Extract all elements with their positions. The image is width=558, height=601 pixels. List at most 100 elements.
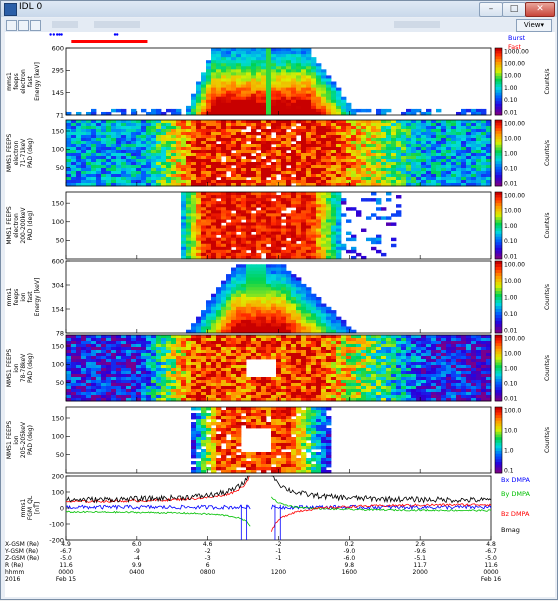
heatmap-cell [66, 353, 71, 356]
heatmap-cell [226, 78, 231, 81]
heatmap-cell [321, 123, 326, 126]
heatmap-cell [216, 313, 221, 317]
heatmap-cell [171, 392, 176, 395]
heatmap-cell [116, 335, 121, 338]
heatmap-cell [311, 120, 316, 123]
heatmap-cell [451, 138, 456, 141]
heatmap-cell [306, 386, 311, 389]
heatmap-cell [71, 353, 76, 356]
minimize-button[interactable]: – [479, 2, 503, 17]
heatmap-cell [126, 153, 131, 156]
heatmap-cell [221, 72, 226, 75]
heatmap-cell [441, 132, 446, 135]
heatmap-cell [86, 120, 91, 123]
heatmap-cell [261, 201, 266, 204]
heatmap-cell [106, 138, 111, 141]
heatmap-cell [151, 365, 156, 368]
heatmap-cell [106, 347, 111, 350]
heatmap-cell [241, 395, 246, 398]
heatmap-cell [131, 395, 136, 398]
heatmap-cell [281, 264, 286, 268]
heatmap-cell [276, 135, 281, 138]
heatmap-cell [106, 141, 111, 144]
heatmap-cell [151, 380, 156, 383]
close-button[interactable]: ✕ [525, 2, 555, 17]
heatmap-cell [191, 216, 196, 219]
heatmap-cell [96, 180, 101, 183]
heatmap-cell [271, 232, 276, 235]
heatmap-cell [311, 344, 316, 347]
heatmap-cell [426, 144, 431, 147]
heatmap-cell [211, 338, 216, 341]
heatmap-cell [311, 103, 316, 106]
heatmap-cell [81, 344, 86, 347]
heatmap-cell [296, 153, 301, 156]
heatmap-cell [246, 297, 251, 301]
heatmap-cell [221, 362, 226, 365]
heatmap-cell [221, 281, 226, 285]
heatmap-cell [296, 192, 301, 195]
heatmap-cell [286, 57, 291, 60]
heatmap-cell [221, 317, 226, 321]
y-axis-label: feeps [13, 73, 20, 89]
heatmap-cell [211, 192, 216, 195]
heatmap-cell [141, 156, 146, 159]
heatmap-cell [191, 235, 196, 238]
heatmap-cell [156, 150, 161, 153]
heatmap-cell [176, 153, 181, 156]
heatmap-cell [286, 383, 291, 386]
heatmap-cell [211, 244, 216, 247]
heatmap-cell [286, 235, 291, 238]
heatmap-cell [241, 222, 246, 225]
heatmap-cell [131, 177, 136, 180]
maximize-button[interactable]: □ [502, 2, 526, 17]
heatmap-cell [311, 383, 316, 386]
window-title: IDL 0 [19, 2, 42, 12]
heatmap-cell [121, 386, 126, 389]
heatmap-cell [296, 54, 301, 57]
save-icon[interactable] [18, 20, 29, 31]
heatmap-cell [361, 156, 366, 159]
heatmap-cell [306, 344, 311, 347]
heatmap-cell [386, 129, 391, 132]
heatmap-cell [291, 60, 296, 63]
heatmap-cell [246, 271, 251, 275]
heatmap-cell [261, 235, 266, 238]
heatmap-cell [131, 144, 136, 147]
heatmap-cell [346, 159, 351, 162]
heatmap-cell [106, 374, 111, 377]
heatmap-cell [306, 85, 311, 88]
heatmap-cell [291, 304, 296, 308]
heatmap-cell [281, 320, 286, 324]
heatmap-cell [426, 135, 431, 138]
heatmap-cell [246, 264, 251, 268]
heatmap-cell [381, 168, 386, 171]
print-icon[interactable] [30, 20, 41, 31]
colorbar-step [495, 253, 502, 256]
heatmap-cell [291, 338, 296, 341]
heatmap-cell [186, 247, 191, 250]
view-dropdown[interactable]: View▾ [516, 19, 552, 32]
heatmap-cell [211, 341, 216, 344]
heatmap-cell [201, 395, 206, 398]
heatmap-cell [256, 97, 261, 100]
heatmap-cell [301, 294, 306, 298]
heatmap-cell [311, 307, 316, 311]
heatmap-cell [156, 141, 161, 144]
heatmap-cell [331, 165, 336, 168]
heatmap-cell [326, 235, 331, 238]
heatmap-cell [326, 85, 331, 88]
heatmap-cell [461, 138, 466, 141]
heatmap-cell [361, 144, 366, 147]
heatmap-cell [261, 103, 266, 106]
heatmap-cell [251, 383, 256, 386]
heatmap-cell [331, 310, 336, 314]
heatmap-cell [131, 174, 136, 177]
heatmap-cell [286, 313, 291, 317]
heatmap-cell [216, 386, 221, 389]
heatmap-cell [186, 238, 191, 241]
open-icon[interactable] [6, 20, 17, 31]
heatmap-cell [66, 147, 71, 150]
heatmap-cell [236, 326, 241, 330]
heatmap-cell [256, 88, 261, 91]
